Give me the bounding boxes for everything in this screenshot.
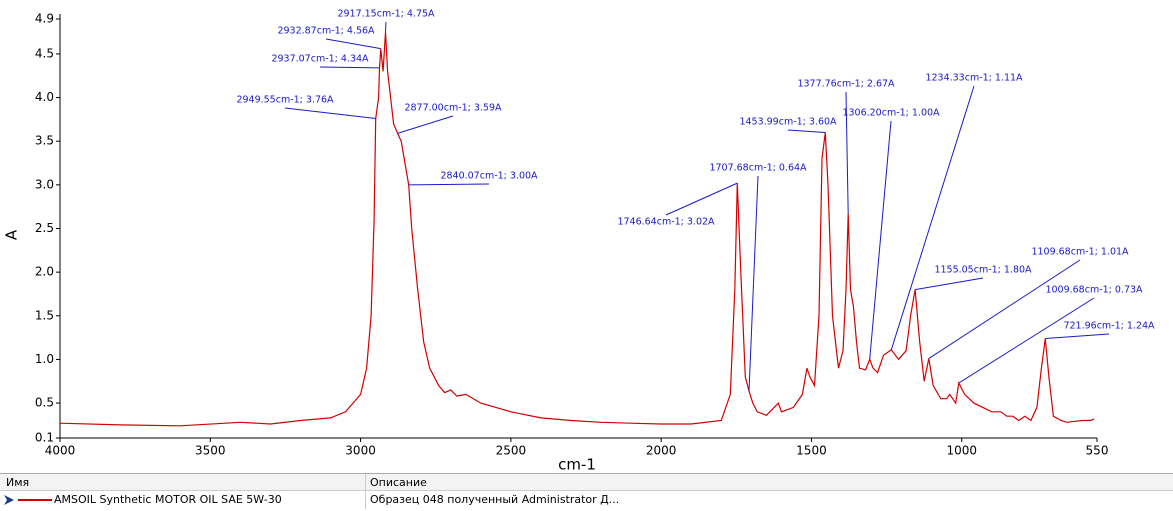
y-tick-label: 4.5 xyxy=(35,46,54,60)
y-tick-label: 3.5 xyxy=(35,134,54,148)
annotation: 1009.68cm-1; 0.73A xyxy=(1045,285,1143,296)
y-axis-label: A xyxy=(3,229,21,240)
x-axis-label: cm-1 xyxy=(558,456,596,473)
annotation: 2937.07cm-1; 4.34A xyxy=(271,54,369,65)
chart: A cm-1 0.1 0.5 1.0 1.5 2.0 2.5 3.0 3.5 4.0 4.5 4.9… xyxy=(3,9,1156,473)
annotation-leader xyxy=(325,38,381,50)
header-cell: Имя xyxy=(6,476,30,489)
annotation-leader xyxy=(665,182,738,216)
y-tick-label: 0.5 xyxy=(35,396,54,410)
row-icon xyxy=(4,495,52,505)
annotation-leader xyxy=(319,66,380,69)
annotation-leader xyxy=(397,115,454,134)
y-tick-label: 2.5 xyxy=(35,221,54,235)
annotation-leader xyxy=(787,129,826,133)
spectrum-line xyxy=(59,32,1095,427)
y-tick-label: 4.9 xyxy=(35,12,54,26)
annotation: 1707.68cm-1; 0.64A xyxy=(709,163,807,174)
annotation: 2877.00cm-1; 3.59A xyxy=(404,103,502,114)
y-tick-label: 1.5 xyxy=(35,308,54,322)
annotation: 1746.64cm-1; 3.02A xyxy=(617,217,715,228)
sample-table: Имя Описание AMSOIL Synthetic MOTOR OIL … xyxy=(0,473,1173,511)
cell: AMSOIL Synthetic MOTOR OIL SAE 5W-30 xyxy=(54,493,282,506)
annotation: 2840.07cm-1; 3.00A xyxy=(440,171,538,182)
annotation: 1155.05cm-1; 1.80A xyxy=(934,265,1032,276)
y-tick-label: 1.0 xyxy=(35,352,54,366)
annotation: 1109.68cm-1; 1.01A xyxy=(1031,247,1129,258)
annotation: 1453.99cm-1; 3.60A xyxy=(739,117,837,128)
annotation: 1377.76cm-1; 2.67A xyxy=(797,79,895,90)
annotation: 2917.15cm-1; 4.75A xyxy=(337,9,435,20)
x-tick-label: 4000 xyxy=(45,444,76,458)
annotation-leader xyxy=(890,85,975,350)
annotation-leader xyxy=(284,107,376,120)
x-tick-label: 3000 xyxy=(345,444,376,458)
header-cell: Описание xyxy=(370,476,427,489)
y-tick-label: 2.0 xyxy=(35,265,54,279)
annotation: 1306.20cm-1; 1.00A xyxy=(842,108,940,119)
annotation-leader xyxy=(869,120,892,360)
annotation: 2949.55cm-1; 3.76A xyxy=(236,95,334,106)
annotation-leader xyxy=(845,91,849,214)
annotation-leader xyxy=(958,297,1095,384)
y-tick-label: 4.0 xyxy=(35,90,54,104)
x-tick-label: 2500 xyxy=(496,444,527,458)
annotation: 1234.33cm-1; 1.11A xyxy=(925,73,1023,84)
y-tick-label: 0.1 xyxy=(35,431,54,445)
table-row[interactable]: AMSOIL Synthetic MOTOR OIL SAE 5W-30 Обр… xyxy=(0,491,1173,509)
annotation-leader xyxy=(384,21,387,33)
x-tick-label: 1000 xyxy=(946,444,977,458)
annotation-leader xyxy=(408,183,490,186)
table-header: Имя Описание xyxy=(0,474,1173,491)
annotation: 2932.87cm-1; 4.56A xyxy=(277,26,375,37)
x-tick-label: 1500 xyxy=(796,444,827,458)
x-tick-label: 2000 xyxy=(646,444,677,458)
y-tick-label: 3.0 xyxy=(35,177,54,191)
annotation-leader xyxy=(748,175,759,391)
cell: Образец 048 полученный Administrator Д..… xyxy=(370,493,620,506)
x-tick-label: 550 xyxy=(1086,444,1109,458)
x-tick-label: 3500 xyxy=(195,444,226,458)
annotation: 721.96cm-1; 1.24A xyxy=(1063,321,1155,332)
annotation-leader xyxy=(928,259,1081,359)
annotation-leader xyxy=(1045,333,1110,339)
annotation-leader xyxy=(915,277,984,291)
